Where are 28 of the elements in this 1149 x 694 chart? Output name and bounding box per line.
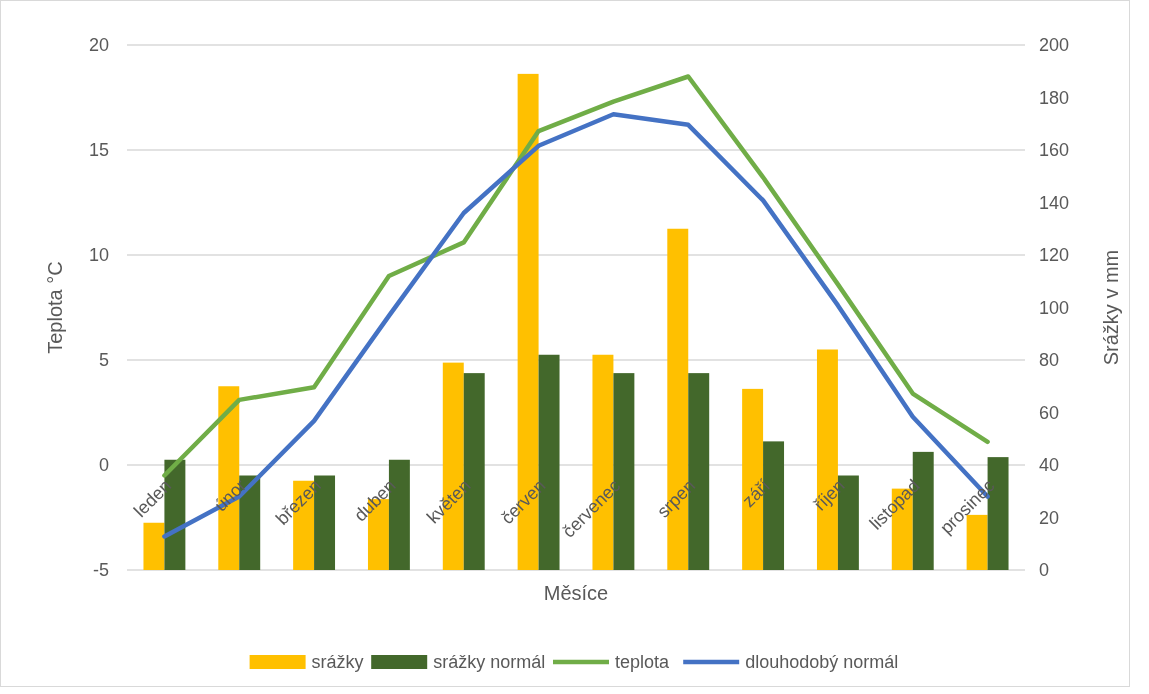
- y-tick-label: 20: [88, 35, 109, 56]
- y2-tick-label: 40: [1039, 455, 1060, 476]
- y2-tick-label: 0: [1039, 560, 1050, 581]
- y-tick-label: 10: [88, 245, 109, 266]
- y-axis-title: Teplota °C: [44, 261, 66, 354]
- y2-tick-label: 20: [1039, 507, 1060, 528]
- y-tick-label: 0: [98, 455, 109, 476]
- y2-tick-label: 60: [1039, 402, 1060, 423]
- x-tick-label: září: [738, 475, 774, 512]
- y2-tick-label: 140: [1039, 192, 1070, 213]
- bar: [143, 522, 165, 570]
- y2-tick-label: 100: [1039, 297, 1070, 318]
- legend-label: teplota: [615, 652, 671, 673]
- y-tick-label: 5: [98, 350, 109, 371]
- y2-tick-label: 200: [1039, 35, 1070, 56]
- y2-axis-title: Srážky v mm: [1100, 249, 1122, 366]
- y-tick-label: -5: [92, 560, 109, 581]
- line-series: [162, 74, 990, 478]
- y2-tick-label: 180: [1039, 87, 1070, 108]
- legend-label: srážky: [311, 652, 364, 673]
- x-axis-title: Měsíce: [543, 582, 609, 604]
- legend-label: srážky normál: [433, 652, 546, 673]
- y-tick-label: 15: [88, 140, 109, 161]
- legend-label: dlouhodobý normál: [745, 652, 899, 673]
- y2-tick-label: 160: [1039, 140, 1070, 161]
- y2-tick-label: 80: [1039, 350, 1060, 371]
- x-tick-label: říjen: [809, 475, 849, 515]
- y2-tick-label: 120: [1039, 245, 1070, 266]
